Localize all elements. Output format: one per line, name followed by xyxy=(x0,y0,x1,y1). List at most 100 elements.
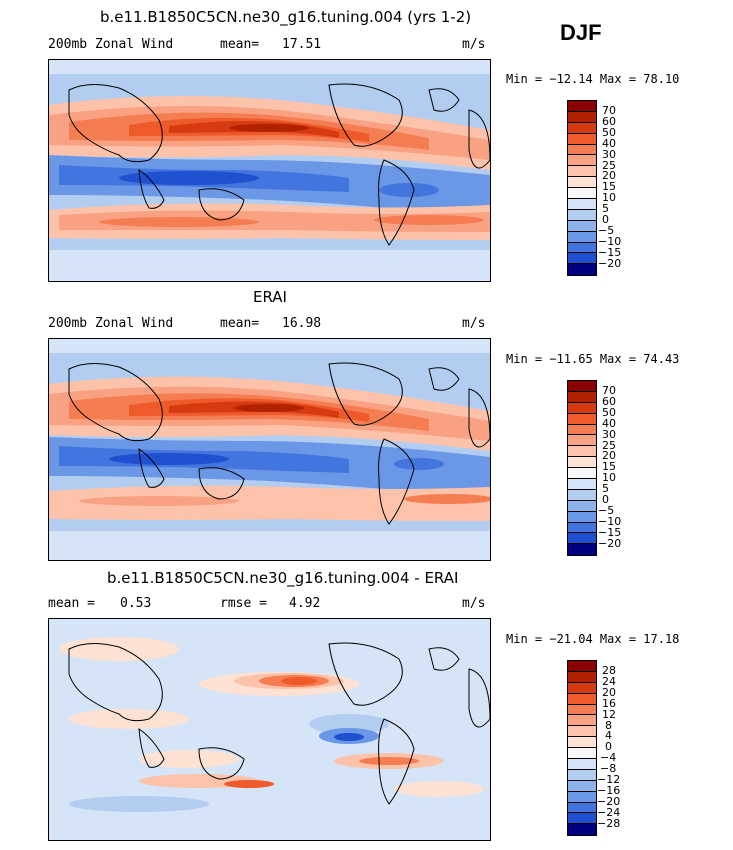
cbar-swatch xyxy=(568,253,596,265)
cbar-swatch xyxy=(568,413,596,425)
cbar-swatch xyxy=(568,759,596,770)
cbar-label: 70 xyxy=(602,384,616,397)
cbar-label: −28 xyxy=(597,817,621,830)
cbar-swatch xyxy=(568,715,596,727)
cbar-label: −20 xyxy=(597,795,621,808)
cbar-swatch xyxy=(568,424,596,436)
panel-1-map xyxy=(48,59,491,282)
cbar-label: −10 xyxy=(598,235,622,248)
cbar-label: 20 xyxy=(602,169,616,182)
cbar-swatch xyxy=(568,446,596,458)
cbar-swatch xyxy=(568,769,596,781)
cbar-label: 8 xyxy=(605,719,612,732)
panel-1-minmax: Min = −12.14 Max = 78.10 xyxy=(506,72,680,86)
cbar-swatch xyxy=(568,209,596,221)
cbar-swatch xyxy=(568,155,596,167)
cbar-label: −20 xyxy=(598,537,622,550)
cbar-label: 40 xyxy=(602,417,616,430)
cbar-label: 25 xyxy=(602,159,616,172)
cbar-swatch xyxy=(568,489,596,501)
cbar-swatch xyxy=(568,671,596,683)
cbar-label: −5 xyxy=(598,504,615,517)
cbar-swatch xyxy=(568,693,596,705)
cbar-swatch xyxy=(568,199,596,210)
cbar-swatch xyxy=(568,242,596,254)
cbar-swatch xyxy=(568,177,596,189)
cbar-swatch xyxy=(568,802,596,814)
panel-2-field-label: 200mb Zonal Wind xyxy=(48,316,174,331)
cbar-swatch xyxy=(568,748,596,760)
cbar-swatch xyxy=(568,682,596,694)
cbar-swatch xyxy=(568,533,596,545)
cbar-swatch xyxy=(568,391,596,403)
panel-1-field-label: 200mb Zonal Wind xyxy=(48,37,174,52)
cbar-label: 5 xyxy=(602,482,609,495)
cbar-swatch xyxy=(568,511,596,523)
cbar-label: 28 xyxy=(602,664,616,677)
cbar-label: 0 xyxy=(602,213,609,226)
panel-2-colorbar xyxy=(567,380,597,556)
cbar-swatch xyxy=(568,737,596,749)
cbar-label: −5 xyxy=(598,224,615,237)
cbar-swatch xyxy=(568,122,596,134)
cbar-label: 0 xyxy=(602,493,609,506)
panel-2-minmax: Min = −11.65 Max = 74.43 xyxy=(506,352,680,366)
cbar-swatch xyxy=(568,661,596,672)
cbar-swatch xyxy=(568,264,596,276)
panel-2-title: ERAI xyxy=(253,288,287,306)
panel-3-mean-value: 0.53 xyxy=(120,596,152,611)
cbar-label: 60 xyxy=(602,395,616,408)
cbar-swatch xyxy=(568,780,596,792)
cbar-label: 0 xyxy=(605,740,612,753)
cbar-label: 30 xyxy=(602,148,616,161)
panel-1-units: m/s xyxy=(462,37,486,52)
cbar-swatch xyxy=(568,435,596,447)
cbar-label: −4 xyxy=(600,751,617,764)
panel-3-minmax: Min = −21.04 Max = 17.18 xyxy=(506,632,680,646)
cbar-swatch xyxy=(568,813,596,825)
cbar-label: 60 xyxy=(602,115,616,128)
cbar-label: 50 xyxy=(602,406,616,419)
cbar-label: 4 xyxy=(605,729,612,742)
cbar-label: −15 xyxy=(598,526,622,539)
cbar-swatch xyxy=(568,101,596,112)
cbar-label: −12 xyxy=(597,773,621,786)
panel-3-colorbar xyxy=(567,660,597,836)
cbar-swatch xyxy=(568,402,596,414)
cbar-swatch xyxy=(568,479,596,490)
cbar-swatch xyxy=(568,457,596,469)
cbar-swatch xyxy=(568,824,596,836)
panel-1-colorbar xyxy=(567,100,597,276)
cbar-swatch xyxy=(568,704,596,716)
panel-3-rmse-label: rmse = xyxy=(220,596,267,611)
cbar-label: 16 xyxy=(602,697,616,710)
cbar-label: −24 xyxy=(597,806,621,819)
cbar-label: −20 xyxy=(598,257,622,270)
panel-3-mean-label: mean = xyxy=(48,596,95,611)
cbar-swatch xyxy=(568,791,596,803)
cbar-swatch xyxy=(568,111,596,123)
cbar-label: 24 xyxy=(602,675,616,688)
cbar-label: −15 xyxy=(598,246,622,259)
cbar-label: 15 xyxy=(602,180,616,193)
panel-2-units: m/s xyxy=(462,316,486,331)
cbar-label: −16 xyxy=(597,784,621,797)
cbar-label: 15 xyxy=(602,460,616,473)
cbar-swatch xyxy=(568,133,596,145)
cbar-label: 70 xyxy=(602,104,616,117)
cbar-label: 50 xyxy=(602,126,616,139)
cbar-swatch xyxy=(568,468,596,480)
cbar-label: −8 xyxy=(600,762,617,775)
cbar-label: 10 xyxy=(602,471,616,484)
panel-1-mean-value: 17.51 xyxy=(282,37,322,52)
cbar-label: 25 xyxy=(602,439,616,452)
panel-3-title: b.e11.B1850C5CN.ne30_g16.tuning.004 - ER… xyxy=(107,569,459,587)
cbar-swatch xyxy=(568,381,596,392)
cbar-swatch xyxy=(568,231,596,243)
cbar-swatch xyxy=(568,500,596,512)
cbar-swatch xyxy=(568,166,596,178)
panel-2-mean-value: 16.98 xyxy=(282,316,322,331)
cbar-label: 5 xyxy=(602,202,609,215)
cbar-swatch xyxy=(568,522,596,534)
panel-1-mean-label: mean= xyxy=(220,37,260,52)
